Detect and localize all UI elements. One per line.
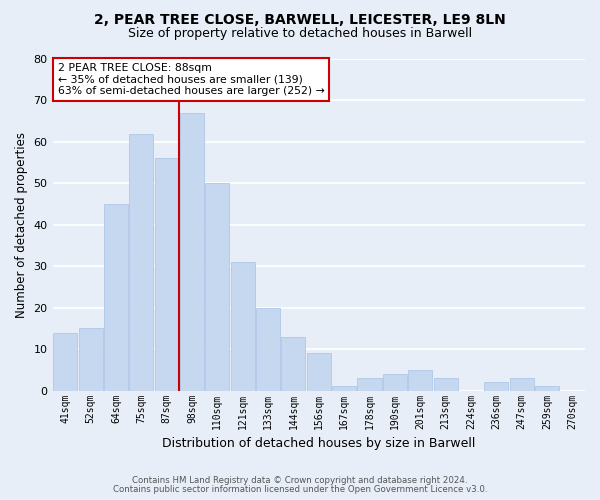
Bar: [205, 184, 229, 390]
Bar: [104, 204, 128, 390]
Text: 2 PEAR TREE CLOSE: 88sqm
← 35% of detached houses are smaller (139)
63% of semi-: 2 PEAR TREE CLOSE: 88sqm ← 35% of detach…: [58, 63, 325, 96]
Bar: [434, 378, 458, 390]
Y-axis label: Number of detached properties: Number of detached properties: [15, 132, 28, 318]
X-axis label: Distribution of detached houses by size in Barwell: Distribution of detached houses by size …: [162, 437, 475, 450]
Bar: [256, 308, 280, 390]
Bar: [155, 158, 179, 390]
Bar: [535, 386, 559, 390]
Bar: [129, 134, 154, 390]
Bar: [332, 386, 356, 390]
Bar: [484, 382, 508, 390]
Bar: [408, 370, 432, 390]
Bar: [281, 336, 305, 390]
Bar: [180, 113, 204, 390]
Text: Size of property relative to detached houses in Barwell: Size of property relative to detached ho…: [128, 28, 472, 40]
Text: Contains public sector information licensed under the Open Government Licence v3: Contains public sector information licen…: [113, 484, 487, 494]
Bar: [79, 328, 103, 390]
Bar: [53, 332, 77, 390]
Bar: [509, 378, 533, 390]
Bar: [230, 262, 255, 390]
Bar: [358, 378, 382, 390]
Text: Contains HM Land Registry data © Crown copyright and database right 2024.: Contains HM Land Registry data © Crown c…: [132, 476, 468, 485]
Bar: [307, 354, 331, 391]
Bar: [383, 374, 407, 390]
Text: 2, PEAR TREE CLOSE, BARWELL, LEICESTER, LE9 8LN: 2, PEAR TREE CLOSE, BARWELL, LEICESTER, …: [94, 12, 506, 26]
